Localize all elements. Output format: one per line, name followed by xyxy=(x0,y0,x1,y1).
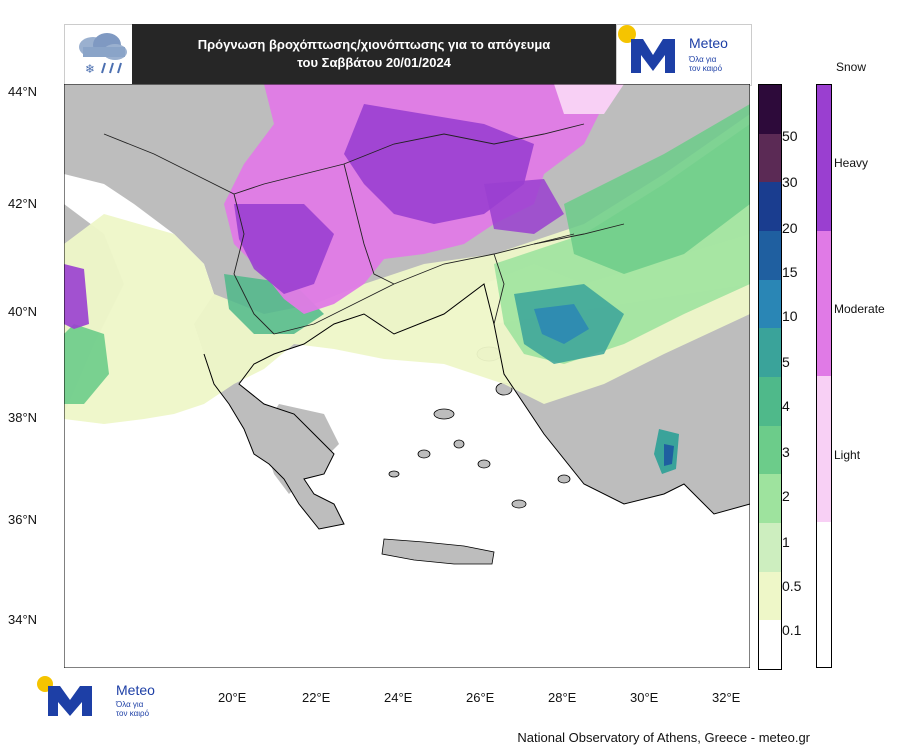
snow-label-light: Light xyxy=(834,448,861,462)
precip-swatch-50 xyxy=(759,85,781,134)
precip-label-0.5: 0.5 xyxy=(782,578,802,594)
precip-heavy-marmara xyxy=(534,304,589,344)
meteo-logo-top[interactable]: Meteo Όλα για τον καιρό xyxy=(616,24,752,86)
precip-colorbar xyxy=(758,84,782,670)
precip-swatch-20 xyxy=(759,182,781,232)
lat-label-42: 42°N xyxy=(8,196,38,211)
precip-label-20: 20 xyxy=(782,220,798,236)
precip-label-10: 10 xyxy=(782,308,798,324)
precip-label-0.1: 0.1 xyxy=(782,622,802,638)
logo-tagline-1: Όλα για xyxy=(689,55,717,64)
snow-label-moderate: Moderate xyxy=(834,302,885,316)
precipitation-map xyxy=(64,84,750,668)
snow-heavy-macedonia xyxy=(234,204,334,294)
lon-label-32: 32°E xyxy=(712,690,741,705)
precip-label-5: 5 xyxy=(782,354,790,370)
precip-black-sea xyxy=(564,104,750,274)
lon-label-22: 22°E xyxy=(302,690,331,705)
precip-swatch-0.1 xyxy=(759,620,781,670)
snow-swatch-none xyxy=(817,521,831,667)
lon-label-24: 24°E xyxy=(384,690,413,705)
precip-label-15: 15 xyxy=(782,264,798,280)
precip-label-30: 30 xyxy=(782,174,798,190)
title-line-1: Πρόγνωση βροχόπτωσης/χιονόπτωσης για το … xyxy=(197,37,551,52)
precip-swatch-4 xyxy=(759,377,781,426)
logo-brand-bottom: Meteo xyxy=(116,682,155,698)
precip-label-3: 3 xyxy=(782,444,790,460)
precip-swatch-5 xyxy=(759,328,781,378)
precip-label-4: 4 xyxy=(782,398,790,414)
snow-colorbar xyxy=(816,84,832,668)
lon-label-26: 26°E xyxy=(466,690,495,705)
logo-tagline-2: τον καιρό xyxy=(689,64,723,73)
precip-swatch-30 xyxy=(759,133,781,183)
lat-label-38: 38°N xyxy=(8,410,38,425)
header-weather-icon-box: ❄ xyxy=(64,24,134,86)
precip-swatch-3 xyxy=(759,425,781,475)
precip-swatch-0.5 xyxy=(759,571,781,621)
land-crete xyxy=(381,538,495,565)
rain-snow-cloud-icon: ❄ xyxy=(79,33,127,76)
snow-swatch-moderate xyxy=(817,230,831,376)
lat-label-40: 40°N xyxy=(8,304,38,319)
precip-swatch-10 xyxy=(759,279,781,329)
snow-label-heavy: Heavy xyxy=(834,156,869,170)
lat-label-34: 34°N xyxy=(8,612,38,627)
map-title: Πρόγνωση βροχόπτωσης/χιονόπτωσης για το … xyxy=(132,24,616,84)
precip-antalya-core xyxy=(664,444,674,466)
meteo-m-logo-icon xyxy=(618,25,675,73)
snow-heavy-thrace xyxy=(484,179,564,234)
logo-tagline-2-bottom: τον καιρό xyxy=(116,709,150,718)
snow-light-north xyxy=(554,84,624,114)
coastline xyxy=(203,283,750,530)
logo-brand: Meteo xyxy=(689,35,728,51)
precip-swatch-15 xyxy=(759,231,781,280)
title-line-2: του Σαββάτου 20/01/2024 xyxy=(297,55,451,70)
snow-swatch-light xyxy=(817,376,831,522)
snow-italy xyxy=(64,264,89,329)
land-peloponnese xyxy=(264,404,339,494)
precip-swatch-2 xyxy=(759,474,781,524)
precip-label-1: 1 xyxy=(782,534,790,550)
precip-label-50: 50 xyxy=(782,128,798,144)
lat-label-36: 36°N xyxy=(8,512,38,527)
svg-text:❄: ❄ xyxy=(85,62,95,76)
lon-label-30: 30°E xyxy=(630,690,659,705)
lon-label-28: 28°E xyxy=(548,690,577,705)
logo-tagline-1-bottom: Όλα για xyxy=(116,700,144,709)
meteo-logo-bottom[interactable]: Meteo Όλα για τον καιρό xyxy=(36,676,176,720)
snow-colorbar-title: Snow xyxy=(836,60,867,74)
lat-label-44: 44°N xyxy=(8,84,38,99)
country-borders xyxy=(103,123,625,335)
precip-swatch-1 xyxy=(759,523,781,572)
meteo-m-logo-icon xyxy=(37,676,92,716)
snow-swatch-heavy xyxy=(817,85,831,231)
precip-label-2: 2 xyxy=(782,488,790,504)
footer-credit: National Observatory of Athens, Greece -… xyxy=(517,730,810,745)
lon-label-20: 20°E xyxy=(218,690,247,705)
precip-italy xyxy=(64,324,109,404)
